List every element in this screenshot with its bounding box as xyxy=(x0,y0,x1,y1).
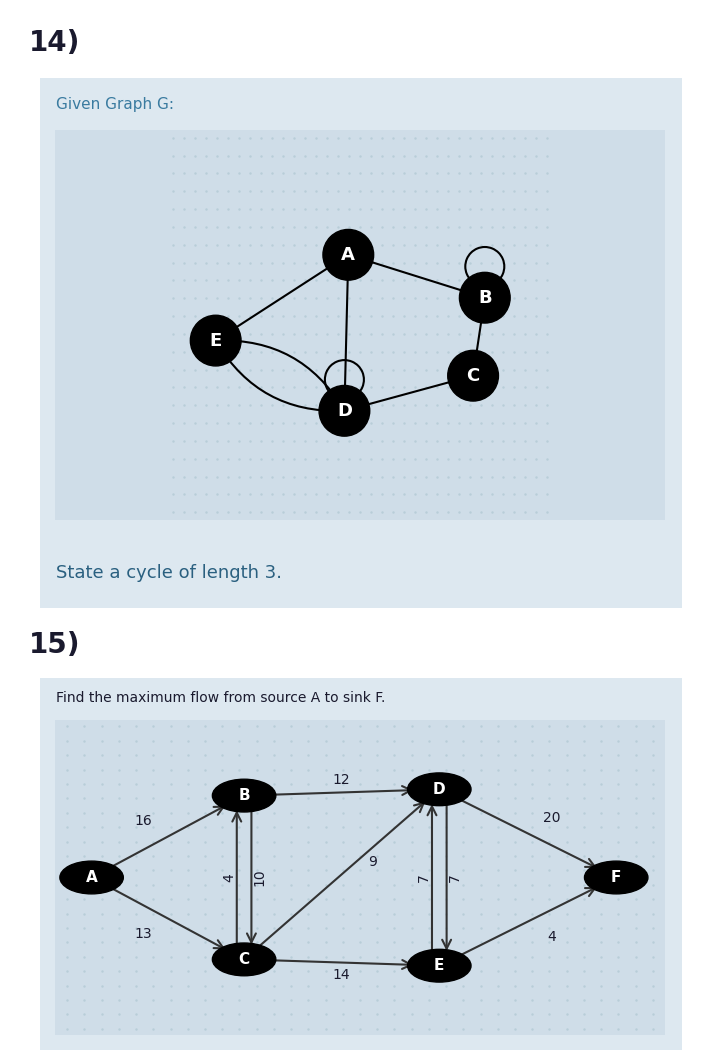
Circle shape xyxy=(408,949,471,982)
Text: 14: 14 xyxy=(333,968,351,982)
Text: C: C xyxy=(238,952,250,967)
Text: 20: 20 xyxy=(544,811,561,825)
Circle shape xyxy=(323,230,374,280)
Circle shape xyxy=(319,385,370,436)
Text: C: C xyxy=(467,367,480,385)
Text: 10: 10 xyxy=(252,868,266,886)
Text: F: F xyxy=(611,870,621,885)
Circle shape xyxy=(212,943,276,976)
Text: 16: 16 xyxy=(135,814,153,828)
Text: B: B xyxy=(478,288,492,306)
Text: A: A xyxy=(86,870,97,885)
Text: 14): 14) xyxy=(29,29,80,57)
Circle shape xyxy=(448,350,498,401)
Circle shape xyxy=(459,272,510,323)
Text: E: E xyxy=(210,332,222,350)
Text: D: D xyxy=(337,402,352,420)
Text: B: B xyxy=(238,788,250,803)
Text: A: A xyxy=(341,246,355,264)
Circle shape xyxy=(60,861,123,894)
Text: E: E xyxy=(434,959,444,974)
Text: 7: 7 xyxy=(448,874,462,882)
Text: 9: 9 xyxy=(368,854,377,868)
Text: 13: 13 xyxy=(135,927,152,942)
Text: 4: 4 xyxy=(548,930,557,945)
Text: D: D xyxy=(433,782,446,797)
Text: 4: 4 xyxy=(222,874,236,882)
Text: Find the maximum flow from source A to sink F.: Find the maximum flow from source A to s… xyxy=(56,691,385,705)
Circle shape xyxy=(190,315,241,366)
Circle shape xyxy=(408,772,471,805)
Text: 12: 12 xyxy=(333,772,351,787)
Circle shape xyxy=(212,779,276,812)
Text: State a cycle of length 3.: State a cycle of length 3. xyxy=(56,564,282,582)
Circle shape xyxy=(585,861,648,894)
Text: 7: 7 xyxy=(417,874,431,882)
Text: Given Graph G:: Given Graph G: xyxy=(56,97,174,112)
Text: 15): 15) xyxy=(29,632,81,660)
